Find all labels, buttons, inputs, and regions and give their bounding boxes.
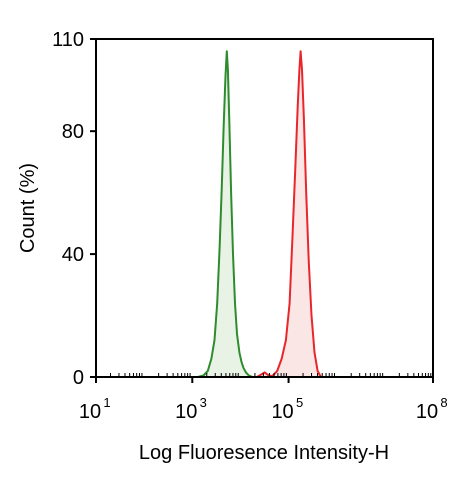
y-tick-label: 40 [62,244,84,266]
series-1-fill [197,51,253,378]
y-axis-ticks: 0 40 80 110 [52,29,96,389]
x-tick-exponent: 1 [103,395,110,410]
y-tick-label: 80 [62,121,84,143]
y-tick-label: 0 [73,367,84,389]
x-tick-label: 10 [416,401,438,423]
x-tick-label: 10 [175,401,197,423]
x-axis-ticks: 10 1 10 3 10 5 10 8 [79,377,448,423]
x-tick-label: 10 [79,401,101,423]
series-2-line [256,50,322,378]
series-layer [197,50,322,378]
x-axis-title: Log Fluoresence Intensity-H [139,442,389,464]
series-2-fill [256,51,321,378]
x-minor-ticks [109,373,432,377]
y-tick-label: 110 [52,29,84,51]
x-tick-exponent: 3 [200,395,207,410]
x-tick-exponent: 5 [296,395,303,410]
y-axis-title: Count (%) [17,163,39,253]
x-tick-exponent: 8 [440,395,447,410]
plot-frame [95,38,434,378]
series-1-line [197,50,254,378]
x-tick-label: 10 [271,401,293,423]
